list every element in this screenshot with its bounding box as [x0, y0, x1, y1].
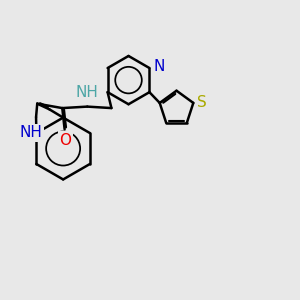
Text: N: N — [154, 59, 165, 74]
Text: NH: NH — [19, 125, 42, 140]
Text: O: O — [59, 133, 71, 148]
Text: S: S — [197, 95, 207, 110]
Text: NH: NH — [76, 85, 99, 100]
